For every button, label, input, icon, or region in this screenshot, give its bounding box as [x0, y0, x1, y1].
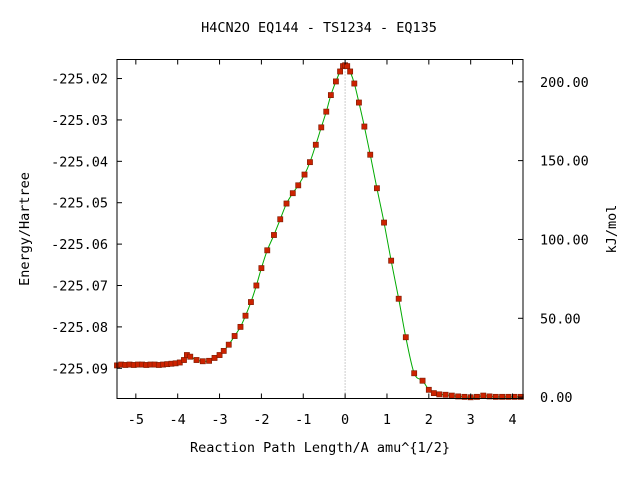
y-tick-label: -225.06 [51, 237, 108, 253]
data-point [344, 63, 351, 70]
data-point [307, 159, 313, 166]
x-tick-label: -4 [170, 412, 186, 428]
data-point [264, 247, 271, 254]
y-tick-label: -225.04 [51, 154, 108, 170]
data-point [361, 123, 368, 130]
data-point [271, 232, 277, 238]
y-tick-label: -225.02 [51, 72, 108, 88]
data-point [318, 124, 325, 131]
data-point [474, 393, 480, 400]
data-point [381, 219, 387, 226]
data-point [492, 393, 499, 400]
data-point [220, 347, 227, 354]
data-point [248, 299, 254, 305]
data-point [301, 171, 308, 178]
data-point [347, 68, 354, 75]
data-point [411, 370, 418, 377]
y-tick-label: -225.09 [51, 361, 108, 377]
data-point [231, 333, 238, 339]
data-point [367, 151, 374, 158]
data-point [225, 341, 232, 348]
y-axis-label: Energy/Hartree [17, 172, 33, 286]
data-point [323, 108, 330, 115]
data-point [461, 393, 468, 400]
data-point [448, 392, 455, 399]
data-point [206, 357, 212, 364]
data-point [436, 391, 443, 398]
x-tick-label: 3 [467, 412, 475, 428]
y-tick-label: -225.07 [51, 279, 108, 295]
data-point [388, 257, 395, 264]
data-point [419, 377, 426, 384]
data-point [430, 390, 437, 397]
y2-tick-label: 50.00 [540, 311, 581, 327]
data-point [499, 393, 505, 400]
data-point [181, 357, 187, 363]
y2-tick-label: 200.00 [540, 75, 589, 91]
data-point [425, 386, 432, 393]
y-tick-label: -225.05 [51, 196, 108, 212]
data-point [295, 182, 302, 189]
data-point [455, 393, 462, 400]
data-point [486, 393, 493, 400]
x-tick-label: -1 [295, 412, 311, 428]
data-point [242, 312, 249, 319]
x-tick-label: -3 [211, 412, 227, 428]
x-tick-label: -2 [253, 412, 269, 428]
data-point [395, 295, 402, 302]
data-point [505, 393, 512, 400]
data-point [327, 92, 334, 98]
x-tick-label: -5 [128, 412, 144, 428]
data-point [289, 190, 296, 197]
y2-tick-label: 100.00 [540, 232, 589, 248]
data-point [193, 357, 200, 363]
y-tick-label: -225.03 [51, 113, 108, 129]
chart-title: H4CN2O EQ144 - TS1234 - EQ135 [201, 20, 437, 36]
data-point [258, 265, 265, 272]
data-point [211, 355, 218, 361]
plot-frame [116, 59, 524, 399]
data-point [333, 78, 339, 85]
data-point [351, 80, 358, 87]
data-point [253, 282, 260, 289]
data-point [402, 334, 409, 341]
x-tick-label: 1 [383, 412, 391, 428]
data-point [216, 352, 223, 358]
y2-axis-label: kJ/mol [604, 205, 620, 254]
x-axis-label: Reaction Path Length/A amu^{1/2} [190, 440, 450, 456]
data-point [199, 358, 206, 365]
x-tick-label: 2 [425, 412, 433, 428]
data-point [356, 99, 362, 106]
data-point [237, 323, 244, 330]
y2-tick-label: 150.00 [540, 154, 589, 170]
data-point [374, 185, 380, 192]
data-point [442, 391, 449, 398]
energy-profile-line [116, 64, 521, 398]
data-point [277, 216, 284, 223]
y-tick-label: -225.08 [51, 320, 108, 336]
y2-tick-label: 0.00 [540, 390, 573, 406]
data-point [283, 200, 290, 207]
data-point [312, 141, 319, 148]
data-point [511, 393, 518, 400]
x-tick-label: 4 [508, 412, 516, 428]
data-point [337, 68, 343, 75]
data-point [480, 392, 487, 399]
x-tick-label: 0 [341, 412, 349, 428]
data-point [187, 353, 194, 360]
